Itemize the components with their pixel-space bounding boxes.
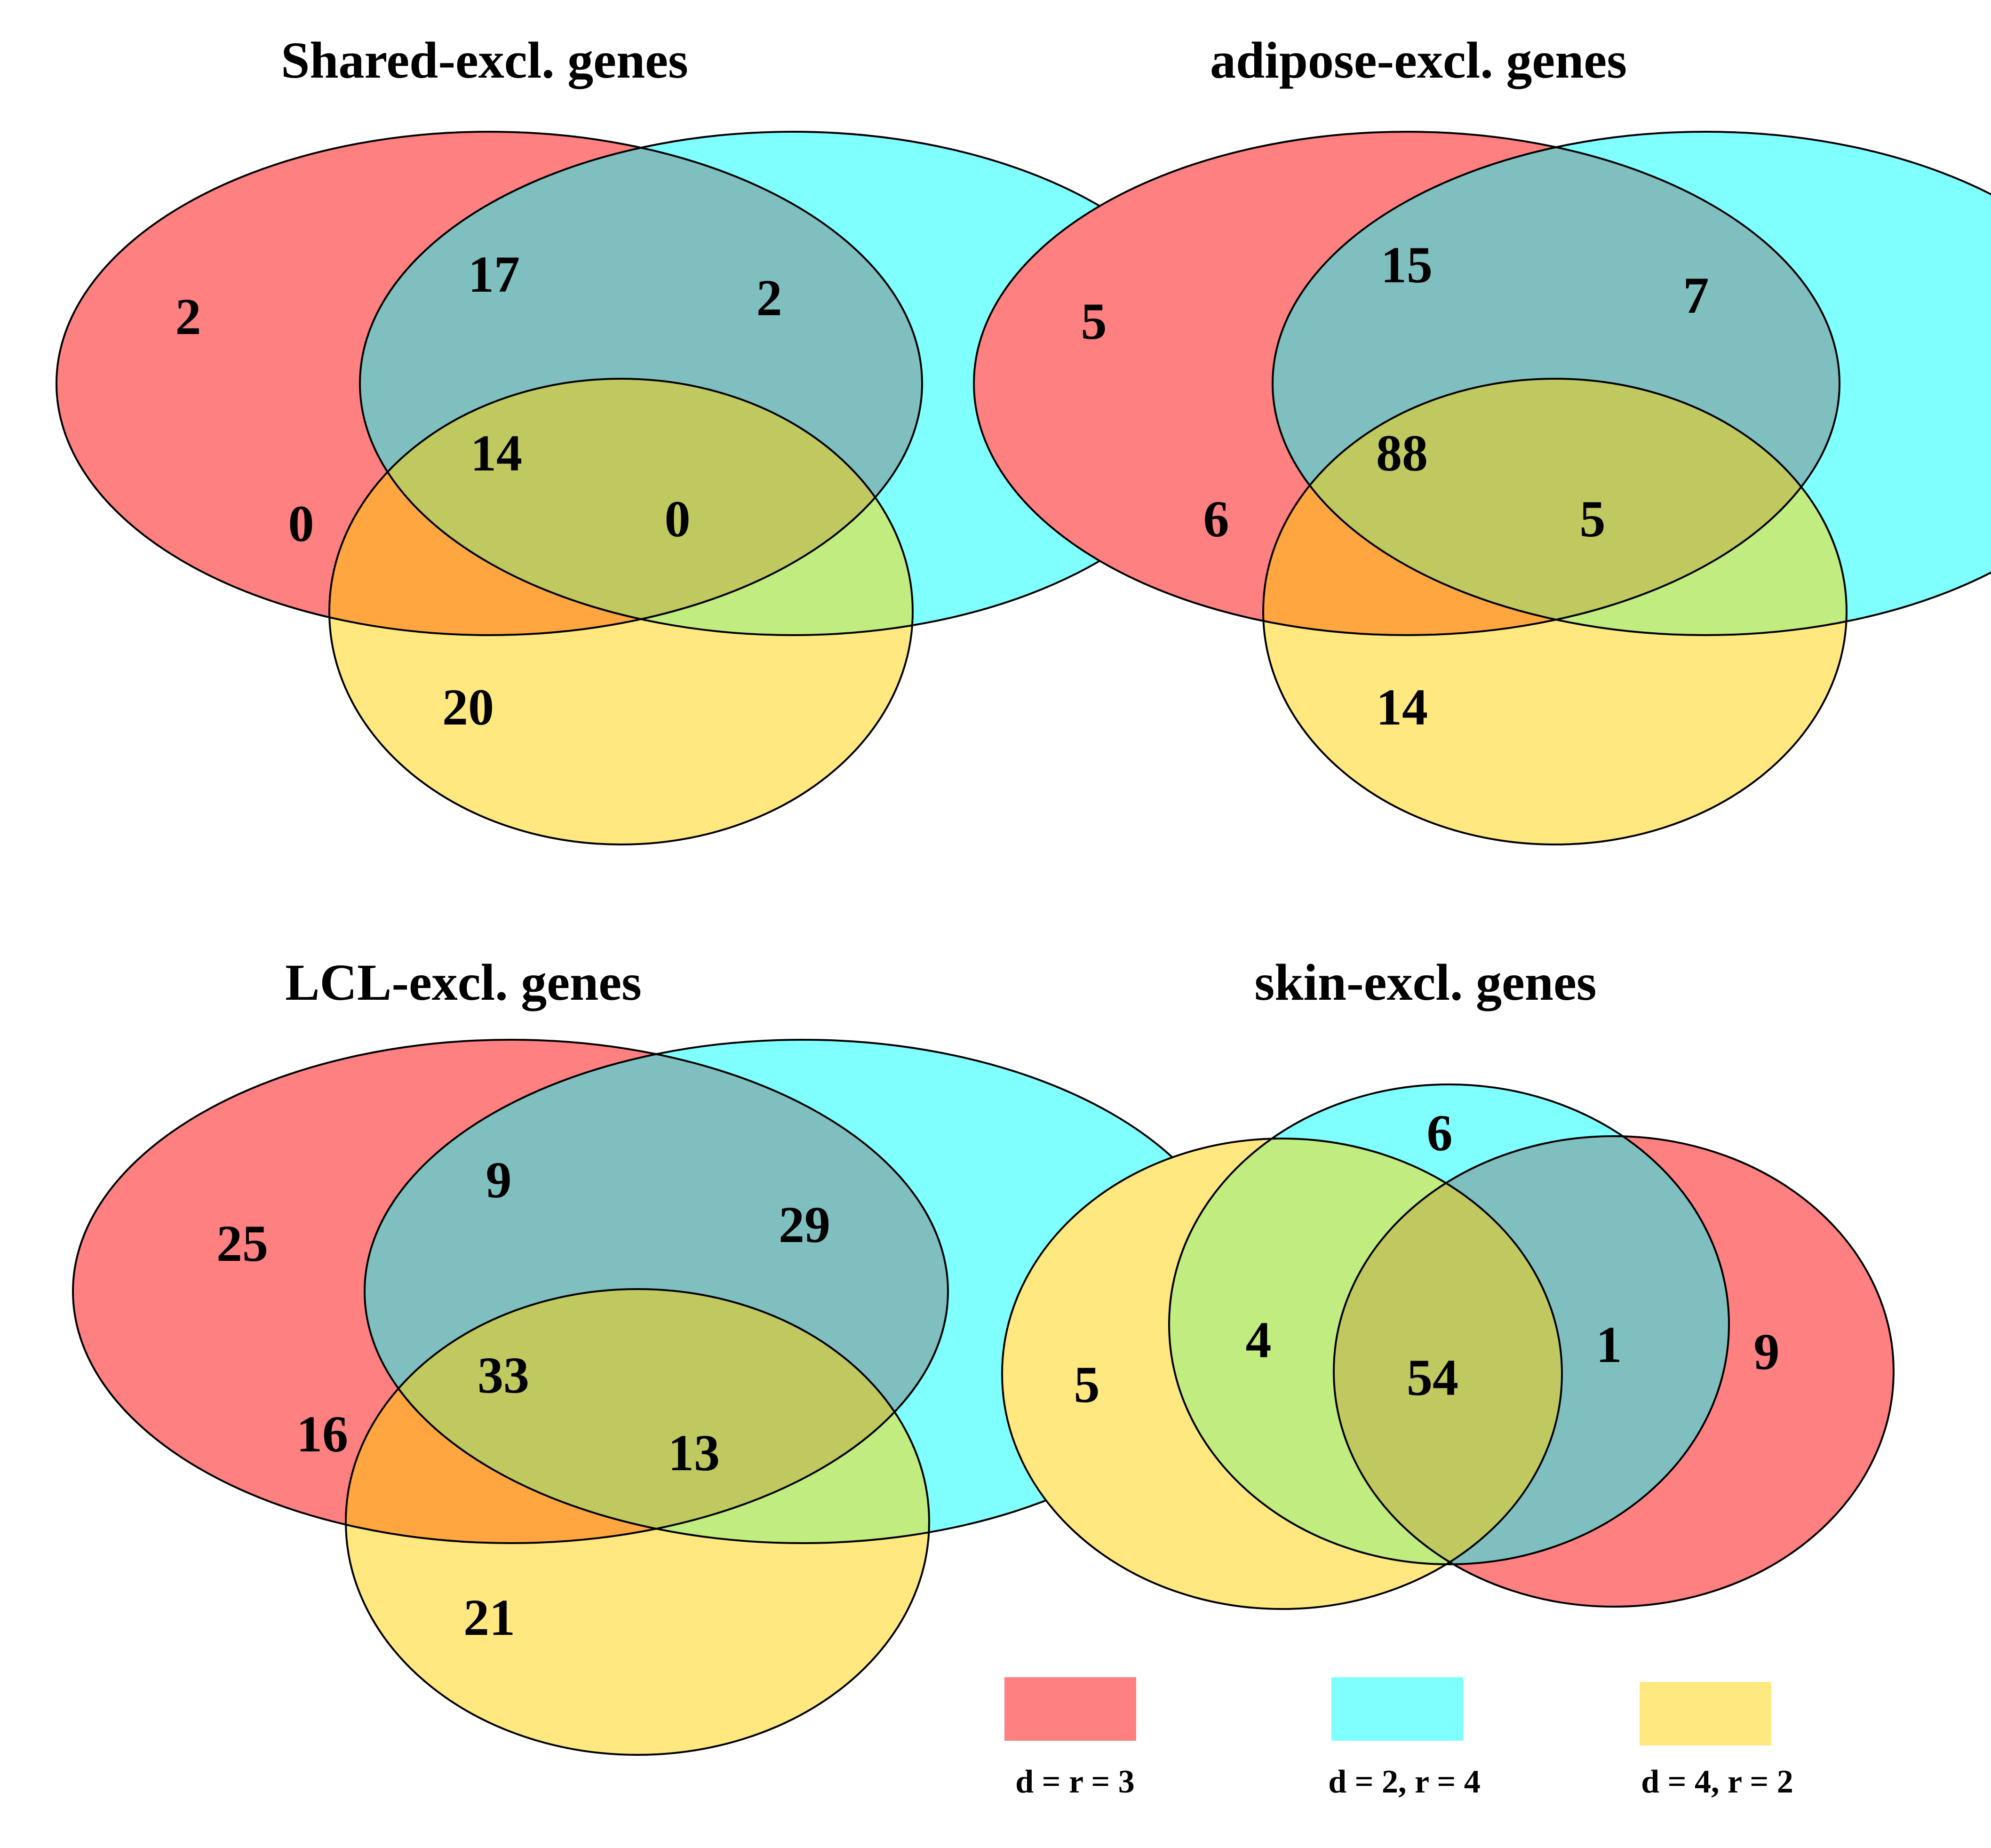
yellow-outline (1001, 1138, 1563, 1610)
count-red: 2 (175, 288, 201, 345)
count-red-yellow: 0 (288, 495, 314, 552)
venn-adipose-excl: adipose-excl. genes 5 15 7 88 6 5 14 (973, 32, 1991, 845)
count-cyan-yellow: 0 (665, 490, 691, 548)
venn-title: adipose-excl. genes (1210, 32, 1627, 89)
count-yellow: 5 (1074, 1356, 1100, 1413)
yellow-outline (345, 1288, 930, 1756)
legend-item-yellow: d = 4, r = 2 (1640, 1682, 1793, 1800)
legend-item-red: d = r = 3 (1004, 1677, 1136, 1800)
count-red: 9 (1754, 1323, 1780, 1380)
triple-overlap (1334, 1139, 1562, 1564)
count-cyan: 7 (1683, 267, 1709, 324)
triple-overlap (360, 379, 913, 635)
count-cyan-yellow: 4 (1246, 1311, 1272, 1369)
venn-title: LCL-excl. genes (285, 954, 642, 1011)
legend: d = r = 3 d = 2, r = 4 d = 4, r = 2 (1004, 1677, 1793, 1800)
venn-lcl-excl: LCL-excl. genes 25 9 29 33 16 13 21 (72, 954, 1241, 1756)
yellow-outline (1262, 378, 1848, 845)
count-red: 5 (1081, 293, 1107, 350)
yellow-outline (328, 378, 914, 845)
count-red-yellow: 6 (1203, 490, 1229, 548)
cyan-outline (1272, 131, 1991, 636)
count-cyan-yellow: 5 (1580, 490, 1606, 548)
count-red-cyan: 17 (468, 246, 520, 303)
count-red-yellow: 16 (296, 1405, 348, 1463)
count-all: 14 (470, 424, 522, 482)
red-outline (72, 1039, 949, 1544)
count-all: 33 (478, 1346, 529, 1404)
venn-shared-excl: Shared-excl. genes 2 17 2 14 0 0 20 (56, 32, 1226, 845)
count-all: 88 (1376, 424, 1428, 482)
legend-swatch-cyan (1331, 1677, 1463, 1741)
venn-title: skin-excl. genes (1254, 954, 1596, 1011)
legend-label: d = 4, r = 2 (1641, 1764, 1793, 1800)
legend-label: d = r = 3 (1015, 1764, 1135, 1800)
count-red: 25 (216, 1215, 268, 1272)
legend-swatch-yellow (1640, 1682, 1771, 1745)
legend-item-cyan: d = 2, r = 4 (1328, 1677, 1481, 1800)
count-yellow: 21 (463, 1589, 515, 1646)
count-yellow: 14 (1376, 678, 1428, 736)
count-cyan-yellow: 13 (668, 1424, 720, 1482)
triple-overlap (365, 1289, 929, 1543)
count-red-cyan: 9 (486, 1151, 512, 1209)
red-outline (973, 131, 1840, 636)
count-cyan: 29 (779, 1196, 830, 1253)
count-cyan: 6 (1427, 1104, 1453, 1162)
venn-skin-excl: skin-excl. genes 5 4 6 54 1 9 (1001, 954, 1895, 1610)
cyan-outline (1168, 1083, 1730, 1565)
venn-title: Shared-excl. genes (281, 32, 688, 89)
red-outline (1333, 1135, 1895, 1608)
count-red-cyan: 15 (1381, 236, 1433, 294)
count-all: 54 (1407, 1349, 1458, 1406)
legend-label: d = 2, r = 4 (1328, 1764, 1481, 1800)
count-red-cyan: 1 (1596, 1316, 1622, 1373)
triple-overlap (1273, 379, 1840, 635)
legend-swatch-red (1004, 1677, 1136, 1741)
red-outline (56, 131, 923, 636)
count-yellow: 20 (442, 678, 494, 736)
count-cyan: 2 (757, 269, 782, 327)
